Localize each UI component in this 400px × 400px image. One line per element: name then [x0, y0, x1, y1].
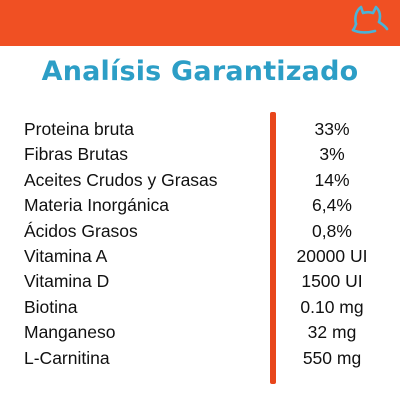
nutrient-name: Vitamina D — [24, 271, 110, 292]
nutrient-name: Fibras Brutas — [24, 144, 129, 165]
nutrient-value: 0.10 mg — [300, 296, 364, 317]
table-row: Vitamina D 1500 UI — [0, 270, 400, 295]
table-row: Manganeso 32 mg — [0, 321, 400, 346]
page-title: Analísis Garantizado — [41, 56, 359, 87]
table-row: Biotina 0.10 mg — [0, 296, 400, 321]
nutrient-name: Manganeso — [24, 322, 116, 343]
nutrient-value: 32 mg — [307, 322, 357, 343]
nutrient-value: 14% — [314, 169, 350, 190]
nutrient-value: 20000 UI — [296, 245, 368, 266]
nutrient-name: Materia Inorgánica — [24, 195, 169, 216]
nutrient-value: 6,4% — [312, 195, 352, 216]
nutrient-value: 1500 UI — [301, 271, 363, 292]
cat-outline-icon — [351, 5, 389, 34]
nutrient-value: 33% — [314, 119, 350, 139]
nutrient-name: Biotina — [24, 296, 78, 317]
table-row: Vitamina A 20000 UI — [0, 245, 400, 270]
table-row: Fibras Brutas 3% — [0, 143, 400, 168]
table-row: Materia Inorgánica 6,4% — [0, 194, 400, 219]
table-row: Proteina bruta 33% — [0, 118, 400, 143]
nutrient-name: Proteina bruta — [24, 119, 134, 139]
table-row: L-Carnitina 550 mg — [0, 347, 400, 372]
table-row: Ácidos Grasos 0,8% — [0, 220, 400, 245]
nutrition-table: Proteina bruta 33% Fibras Brutas 3% Acei… — [0, 118, 400, 372]
table-row: Aceites Crudos y Grasas 14% — [0, 169, 400, 194]
nutrient-name: L-Carnitina — [24, 347, 110, 368]
nutrient-name: Aceites Crudos y Grasas — [24, 169, 218, 190]
nutrient-name: Ácidos Grasos — [24, 220, 138, 241]
nutrient-value: 0,8% — [312, 220, 352, 241]
header-bar — [0, 0, 400, 46]
nutrient-value: 3% — [319, 144, 345, 165]
nutrient-name: Vitamina A — [24, 245, 108, 266]
column-divider — [270, 112, 276, 384]
nutrient-value: 550 mg — [302, 347, 362, 368]
